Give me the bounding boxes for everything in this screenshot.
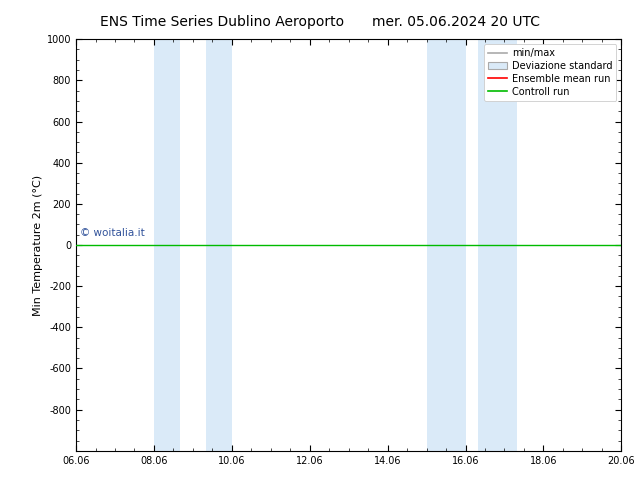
Bar [479,39,517,451]
Bar [206,39,232,451]
Y-axis label: Min Temperature 2m (°C): Min Temperature 2m (°C) [32,174,42,316]
Bar [427,39,465,451]
Text: © woitalia.it: © woitalia.it [80,228,145,238]
Text: mer. 05.06.2024 20 UTC: mer. 05.06.2024 20 UTC [373,15,540,29]
Bar [154,39,180,451]
Legend: min/max, Deviazione standard, Ensemble mean run, Controll run: min/max, Deviazione standard, Ensemble m… [484,44,616,100]
Text: ENS Time Series Dublino Aeroporto: ENS Time Series Dublino Aeroporto [100,15,344,29]
